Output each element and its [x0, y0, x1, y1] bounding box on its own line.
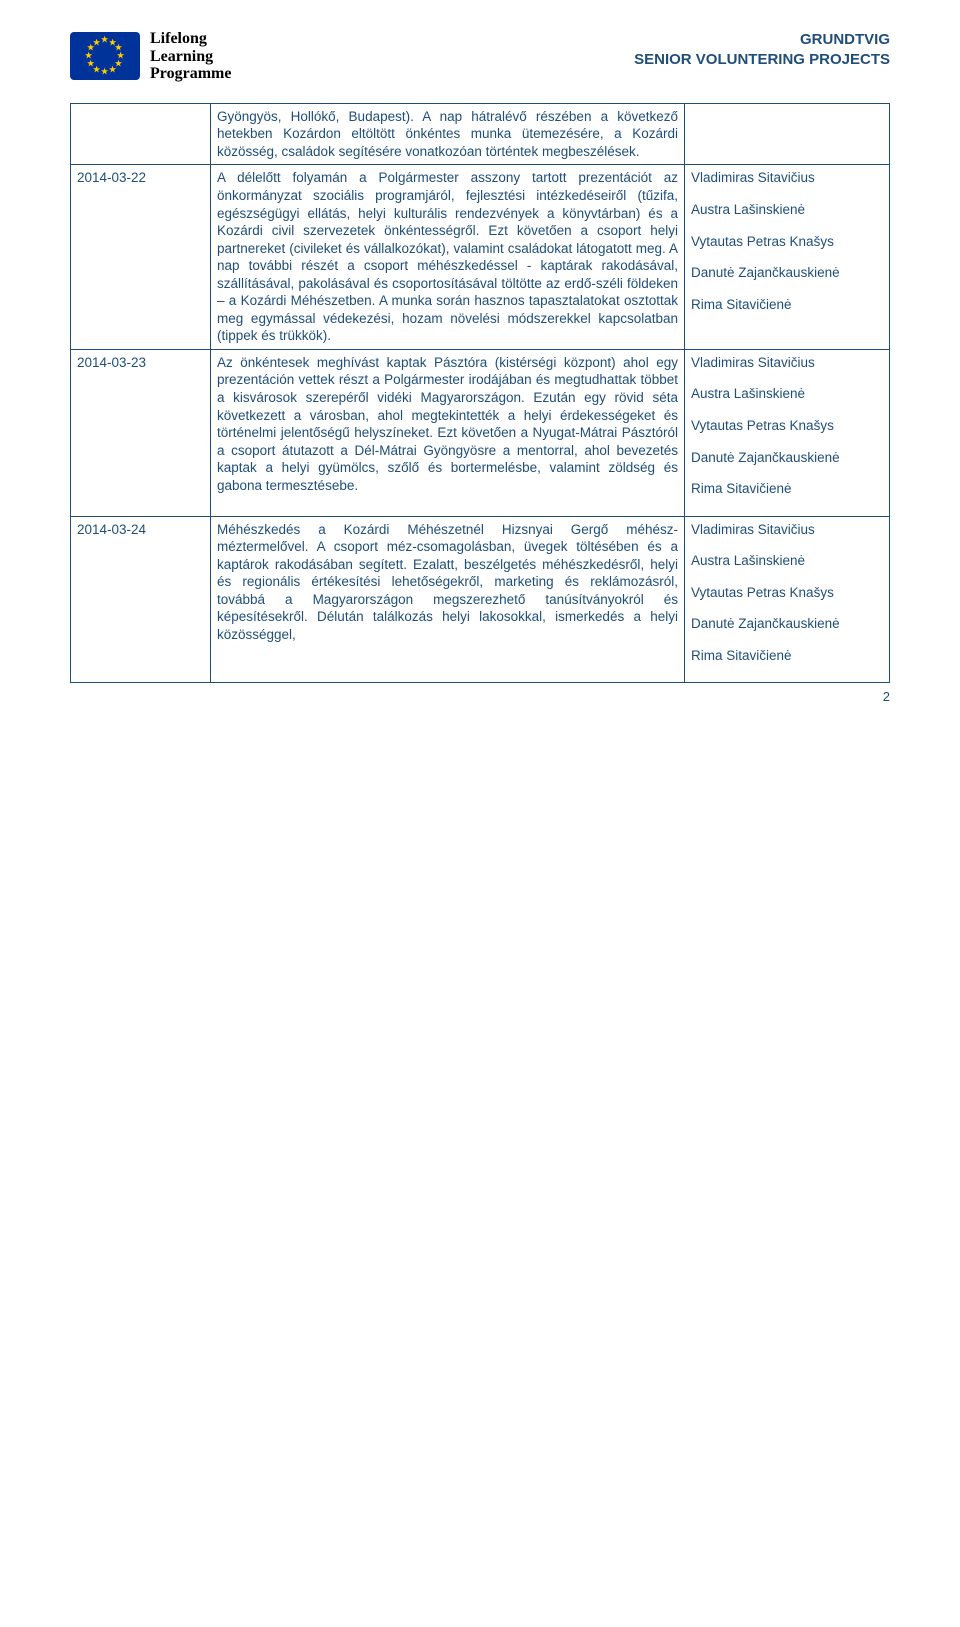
participants-cell: Vladimiras Sitavičius Austra Lašinskienė V… [685, 516, 890, 683]
participant-name: Vladimiras Sitavičius [691, 354, 883, 372]
table-row: Gyöngyös, Hollókő, Budapest). A nap hátr… [71, 103, 890, 165]
table-row: 2014-03-22A délelőtt folyamán a Polgárme… [71, 165, 890, 349]
participants-cell [685, 103, 890, 165]
llp-line-3: Programme [150, 65, 231, 83]
table-row: 2014-03-23Az önkéntesek meghívást kaptak… [71, 349, 890, 516]
participant-name: Austra Lašinskienė [691, 201, 883, 219]
eu-flag-icon: ★★★★★★★★★★★★ [70, 32, 140, 80]
participant-name: Vytautas Petras Knašys [691, 584, 883, 602]
description-cell: A délelőtt folyamán a Polgármester asszo… [211, 165, 685, 349]
programme-name: Lifelong Learning Programme [150, 30, 231, 83]
schedule-table: Gyöngyös, Hollókő, Budapest). A nap hátr… [70, 103, 890, 684]
eu-star-icon: ★ [101, 36, 108, 44]
eu-star-icon: ★ [93, 39, 100, 47]
participant-name: Danutė Zajančkauskienė [691, 264, 883, 282]
date-cell: 2014-03-22 [71, 165, 211, 349]
participants-cell: Vladimiras Sitavičius Austra Lašinskienė V… [685, 349, 890, 516]
eu-star-icon: ★ [101, 68, 108, 76]
project-title-line-2: SENIOR VOLUNTERING PROJECTS [634, 50, 890, 70]
participant-name: Vytautas Petras Knašys [691, 417, 883, 435]
page-number: 2 [70, 689, 890, 706]
participant-name: Danutė Zajančkauskienė [691, 449, 883, 467]
llp-line-1: Lifelong [150, 30, 231, 48]
participant-name: Rima Sitavičienė [691, 647, 883, 665]
participant-name: Austra Lašinskienė [691, 385, 883, 403]
eu-star-icon: ★ [87, 60, 94, 68]
participant-name: Austra Lašinskienė [691, 552, 883, 570]
eu-star-icon: ★ [109, 66, 116, 74]
date-cell: 2014-03-23 [71, 349, 211, 516]
participant-name: Vladimiras Sitavičius [691, 169, 883, 187]
participant-name: Rima Sitavičienė [691, 480, 883, 498]
description-cell: Az önkéntesek meghívást kaptak Pásztóra … [211, 349, 685, 516]
project-title-line-1: GRUNDTVIG [634, 30, 890, 50]
description-cell: Gyöngyös, Hollókő, Budapest). A nap hátr… [211, 103, 685, 165]
description-cell: Méhészkedés a Kozárdi Méhészetnél Hizsny… [211, 516, 685, 683]
eu-star-icon: ★ [85, 52, 92, 60]
page: ★★★★★★★★★★★★ Lifelong Learning Programme… [0, 0, 960, 736]
table-row: 2014-03-24Méhészkedés a Kozárdi Méhészet… [71, 516, 890, 683]
header-right: GRUNDTVIG SENIOR VOLUNTERING PROJECTS [634, 30, 890, 69]
participants-cell: Vladimiras Sitavičius Austra Lašinskienė V… [685, 165, 890, 349]
date-cell: 2014-03-24 [71, 516, 211, 683]
participant-name: Rima Sitavičienė [691, 296, 883, 314]
llp-line-2: Learning [150, 48, 231, 66]
date-cell [71, 103, 211, 165]
header-left: ★★★★★★★★★★★★ Lifelong Learning Programme [70, 30, 231, 83]
participant-name: Danutė Zajančkauskienė [691, 615, 883, 633]
participant-name: Vladimiras Sitavičius [691, 521, 883, 539]
page-header: ★★★★★★★★★★★★ Lifelong Learning Programme… [70, 30, 890, 83]
participant-name: Vytautas Petras Knašys [691, 233, 883, 251]
